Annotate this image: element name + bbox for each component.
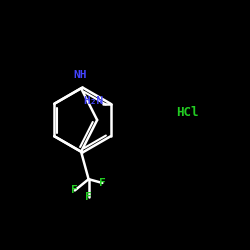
Text: F: F	[99, 178, 106, 188]
Text: HCl: HCl	[176, 106, 199, 119]
Text: F: F	[72, 186, 78, 196]
Text: NH: NH	[73, 70, 86, 80]
Text: F: F	[85, 192, 92, 202]
Text: H₂N: H₂N	[83, 96, 103, 106]
